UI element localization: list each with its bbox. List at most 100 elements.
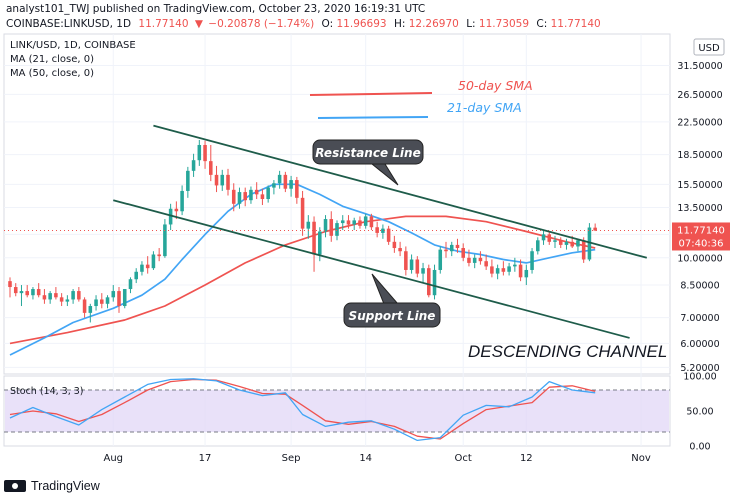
candle-body (507, 266, 511, 272)
candle-body (105, 297, 110, 304)
candle-body (48, 293, 52, 300)
legend-ma21: MA (21, close, 0) (10, 54, 94, 65)
currency-button[interactable]: USD (693, 38, 725, 56)
candle-body (88, 306, 93, 313)
candle-body (226, 174, 230, 190)
candle-body (329, 219, 334, 236)
candle-body (145, 264, 150, 269)
candle-body (438, 249, 443, 270)
candle-body (570, 241, 574, 247)
candle-body (490, 266, 494, 274)
candle-body (386, 228, 391, 242)
candle-body (518, 264, 523, 278)
candle-body (541, 234, 546, 241)
price-badge-timer: 07:40:36 (679, 238, 724, 249)
candle-body (358, 220, 362, 226)
candle-body (168, 208, 173, 225)
candle-body (536, 240, 540, 252)
ohlc-line: COINBASE:LINKUSD, 1D 11.77140 ▼ −0.20878… (6, 18, 601, 30)
candle-body (191, 160, 196, 171)
time-axis[interactable]: Aug 17 Sep 14 Oct 12 Nov (103, 453, 650, 464)
candle-body (587, 227, 592, 260)
price-tick-label: 26.50000 (677, 90, 722, 101)
candle-body (306, 221, 311, 229)
resistance-trendline (153, 124, 648, 259)
candle-body (82, 299, 87, 313)
price-tick-label: 22.50000 (677, 117, 722, 128)
price-tick-label: 8.50000 (680, 281, 719, 292)
time-tick-label: 17 (199, 453, 212, 464)
candle-body (186, 170, 190, 191)
sma21-annotation: 21-day SMA (447, 100, 522, 115)
candle-body (231, 189, 236, 204)
candle-body (13, 287, 18, 294)
candle-body (134, 271, 138, 280)
candle-body (266, 187, 270, 200)
candle-body (346, 220, 351, 225)
time-tick-label: Nov (631, 453, 651, 464)
candle-body (289, 180, 293, 189)
stoch-tick-label: 0.00 (689, 442, 710, 453)
candle-body (260, 194, 265, 200)
candle-body (163, 224, 167, 257)
price-tick-label: 5.20000 (680, 363, 719, 374)
candle-body (59, 297, 64, 302)
candlestick-series (4, 139, 670, 323)
price-tick-label: 15.50000 (677, 180, 722, 191)
price-tick-label: 13.50000 (677, 203, 722, 214)
open-label: O: (322, 18, 334, 30)
candle-body (558, 240, 563, 245)
candle-body (94, 299, 98, 307)
time-tick-label: Oct (455, 453, 472, 464)
footer-brand[interactable]: TradingView (4, 479, 100, 493)
candle-body (472, 257, 477, 263)
sma21-legend-line (317, 116, 429, 119)
tradingview-logo-icon (4, 480, 26, 492)
candle-body (427, 268, 431, 296)
candle-body (214, 174, 219, 186)
candle-body (581, 240, 586, 260)
candle-body (478, 257, 483, 262)
currency-label: USD (698, 43, 720, 54)
time-tick-label: Aug (103, 453, 123, 464)
candle-body (25, 291, 29, 296)
candle-body (352, 220, 356, 225)
stoch-tick-label: 50.00 (686, 407, 713, 418)
candle-body (467, 257, 471, 263)
legend-title: LINK/USD, 1D, COINBASE (10, 40, 136, 51)
candle-body (369, 216, 374, 228)
candle-body (398, 248, 402, 252)
candle-body (300, 197, 305, 229)
price-tick-label: 6.00000 (680, 339, 719, 350)
candle-body (381, 228, 385, 233)
time-tick-label: Sep (282, 453, 301, 464)
candle-body (421, 268, 425, 274)
price-axis[interactable]: 5.200006.000007.000008.5000010.0000011.5… (677, 61, 722, 374)
candle-body (128, 279, 133, 290)
candle-body (432, 269, 437, 296)
stoch-tick-label: 100.00 (683, 372, 716, 383)
down-triangle-icon: ▼ (195, 18, 204, 30)
candle-body (461, 248, 465, 258)
candle-body (576, 240, 580, 247)
sma50-legend-line (309, 92, 433, 96)
channel-lines (113, 124, 648, 339)
stoch-series (9, 378, 596, 442)
legend-ma50: MA (50, close, 0) (10, 68, 94, 79)
high-value: 12.26970 (409, 18, 459, 30)
candle-body (375, 227, 379, 233)
channel-label: DESCENDING CHANNEL (468, 342, 667, 361)
low-label: L: (466, 18, 475, 30)
price-tick-label: 7.00000 (680, 313, 719, 324)
support-label: Support Line (349, 309, 436, 323)
sma50-annotation: 50-day SMA (458, 78, 533, 93)
candle-body (237, 192, 242, 204)
candle-body (444, 249, 448, 252)
stoch-pane-frame (3, 375, 671, 447)
candle-body (363, 216, 368, 226)
footer-brand-label: TradingView (31, 479, 100, 493)
candle-body (501, 268, 506, 272)
candle-body (340, 220, 345, 224)
candle-body (254, 189, 259, 195)
